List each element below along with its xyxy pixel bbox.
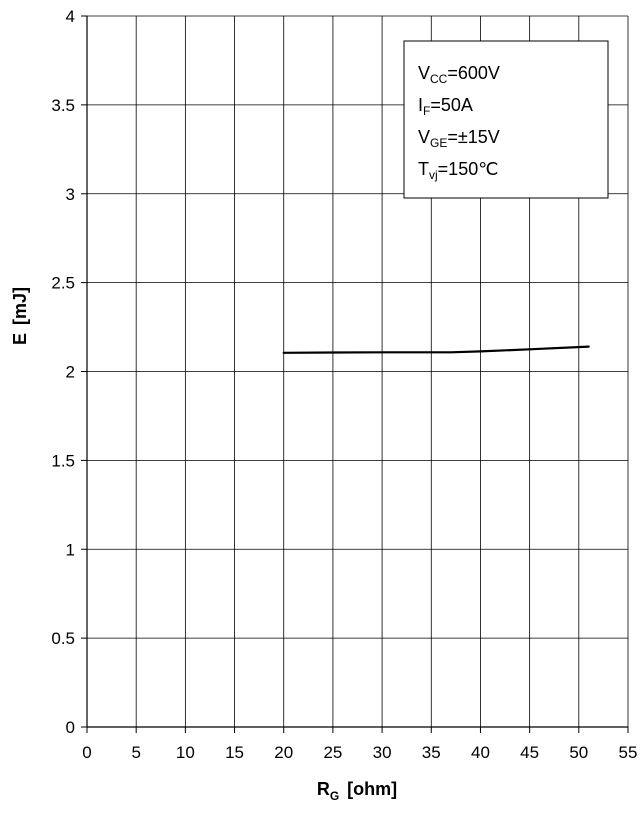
y-tick-label: 1 — [66, 540, 75, 559]
series-layer — [282, 345, 590, 354]
x-tick-label: 20 — [274, 743, 293, 762]
condition-line: VGE=±15V — [418, 127, 500, 150]
x-tick-label: 55 — [619, 743, 638, 762]
y-tick-label: 1.5 — [51, 451, 75, 470]
x-tick-label: 5 — [131, 743, 140, 762]
y-tick-label: 3.5 — [51, 96, 75, 115]
x-axis-title: RG [ohm] — [317, 779, 397, 803]
condition-line: VCC=600V — [418, 63, 500, 86]
y-axis-title: E [mJ] — [10, 287, 30, 345]
y-axis-title-unit: [mJ] — [10, 287, 30, 325]
x-axis-title-main: R — [317, 779, 330, 799]
x-tick-label: 40 — [471, 743, 490, 762]
x-tick-label: 25 — [323, 743, 342, 762]
condition-line: IF=50A — [418, 95, 473, 118]
series-line — [282, 345, 590, 354]
condition-box: VCC=600V IF=50A VGE=±15V Tvj=150℃ — [403, 40, 609, 199]
x-tick-label: 0 — [82, 743, 91, 762]
y-axis-ticks: 0 0.5 1 1.5 2 2.5 3 3.5 4 — [51, 7, 87, 737]
condition-box-frame — [403, 40, 609, 199]
condition-line: Tvj=150℃ — [418, 159, 498, 182]
x-axis-ticks: 0 5 10 15 20 25 30 35 40 45 50 55 — [82, 727, 637, 762]
y-axis-title-main: E — [10, 333, 30, 345]
y-tick-label: 0.5 — [51, 629, 75, 648]
x-axis-title-sub: G — [330, 789, 339, 803]
x-tick-label: 30 — [373, 743, 392, 762]
y-tick-label: 0 — [66, 718, 75, 737]
y-tick-label: 2.5 — [51, 274, 75, 293]
x-axis-title-unit: [ohm] — [347, 779, 397, 799]
x-tick-label: 35 — [422, 743, 441, 762]
y-tick-label: 3 — [66, 185, 75, 204]
x-tick-label: 15 — [225, 743, 244, 762]
x-tick-label: 50 — [569, 743, 588, 762]
y-tick-label: 2 — [66, 363, 75, 382]
y-tick-label: 4 — [66, 7, 75, 26]
x-tick-label: 45 — [520, 743, 539, 762]
x-tick-label: 10 — [176, 743, 195, 762]
